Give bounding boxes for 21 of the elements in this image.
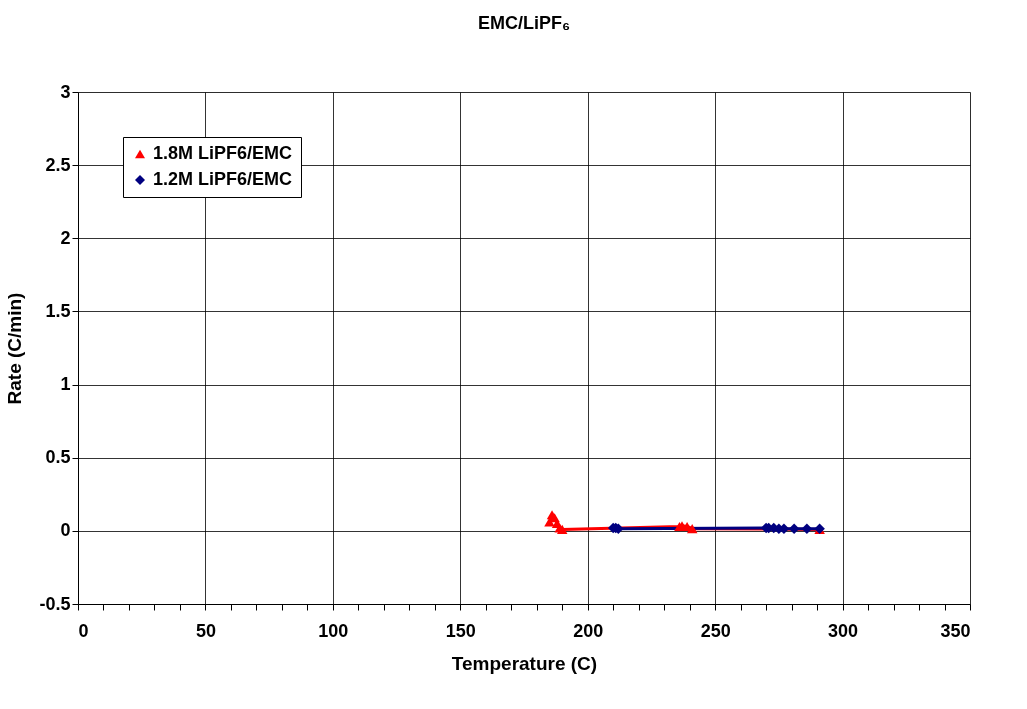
y-tick-label: 0.5 (45, 447, 71, 468)
y-axis-title: Rate (C/min) (4, 292, 26, 405)
x-tick-label: 350 (940, 620, 971, 641)
y-tick-label: -0.5 (39, 593, 71, 614)
y-tick-label: 2.5 (45, 154, 71, 175)
chart-title: EMC/LiPF₆ (477, 13, 571, 33)
x-axis-title: Temperature (C) (451, 652, 598, 674)
x-tick-label: 250 (700, 620, 731, 641)
y-tick-label: 1.5 (45, 300, 71, 321)
x-tick-label: 200 (573, 620, 604, 641)
y-tick-label: 2 (60, 227, 71, 248)
x-tick-label: 300 (828, 620, 859, 641)
y-tick-label: 1 (60, 374, 71, 395)
y-tick-label: 3 (60, 81, 71, 102)
legend-label: 1.2M LiPF6/EMC (153, 169, 293, 189)
x-tick-label: 0 (78, 620, 89, 641)
legend-label: 1.8M LiPF6/EMC (153, 143, 293, 163)
x-tick-label: 150 (445, 620, 476, 641)
x-tick-label: 50 (195, 620, 216, 641)
y-tick-label: 0 (60, 520, 71, 541)
x-tick-label: 100 (318, 620, 349, 641)
